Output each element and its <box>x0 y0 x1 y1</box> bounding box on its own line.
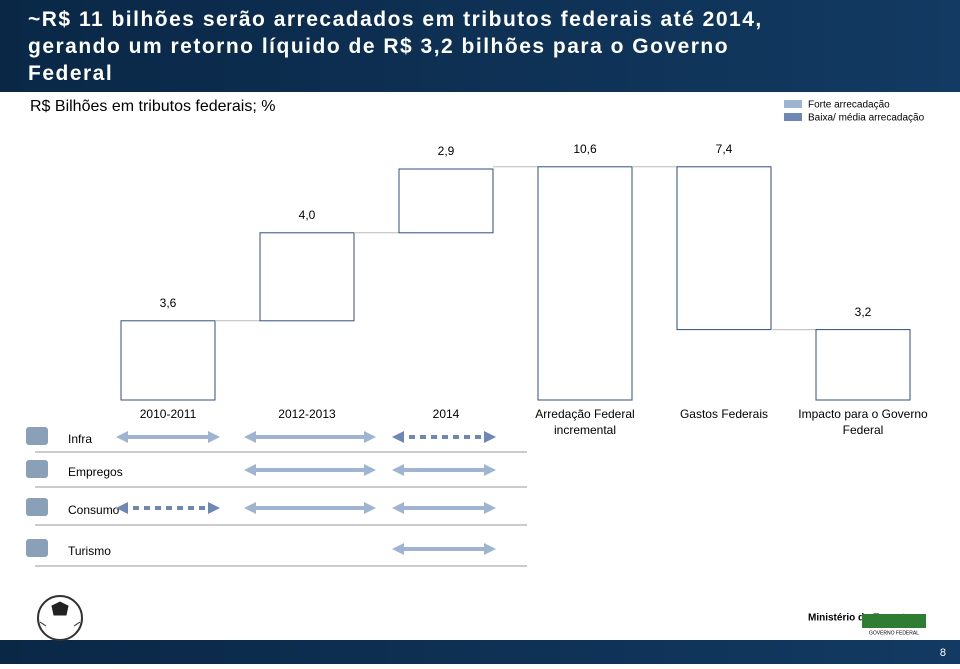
value-label: 3,2 <box>855 305 872 319</box>
category-label: 2010-2011 <box>139 407 197 421</box>
brand-logo <box>862 614 926 628</box>
category-label: Arredação Federal incremental <box>535 407 635 437</box>
ball-pattern <box>39 601 81 627</box>
value-label: 2,9 <box>438 144 455 158</box>
category-label-box: Impacto para o Governo Federal <box>798 407 928 437</box>
category-label: Impacto para o Governo Federal <box>798 407 928 437</box>
row-icon <box>26 498 48 516</box>
legend-swatch <box>784 113 802 121</box>
category-label: 2012-2013 <box>278 407 336 421</box>
category-label-box: Gastos Federais <box>679 407 769 421</box>
category-label-box: 2010-2011 <box>139 407 197 421</box>
row-label: Infra <box>68 432 92 446</box>
category-label: 2014 <box>432 407 460 421</box>
row-icon <box>26 427 48 445</box>
row-icon <box>26 460 48 478</box>
ball-icon <box>37 595 83 641</box>
title-box: ~R$ 11 bilhões serão arrecadados em trib… <box>28 8 763 85</box>
category-label-box: Arredação Federal incremental <box>535 407 635 437</box>
row-icon <box>26 539 48 557</box>
legend-label: Forte arrecadação <box>808 100 890 111</box>
title: ~R$ 11 bilhões serão arrecadados em trib… <box>28 8 763 85</box>
title-bar <box>0 0 960 92</box>
bar <box>120 320 216 401</box>
legend-swatch <box>784 100 802 108</box>
value-label: 7,4 <box>716 142 733 156</box>
bar <box>676 166 772 331</box>
bar <box>815 329 911 401</box>
category-label-box: 2012-2013 <box>278 407 336 421</box>
bar <box>537 166 633 401</box>
legend-label: Baixa/ média arrecadação <box>808 113 925 124</box>
government-logo: GOVERNO FEDERAL <box>869 630 919 636</box>
page-number: 8 <box>940 647 946 659</box>
bar <box>259 232 355 322</box>
category-label-box: 2014 <box>432 407 460 421</box>
bar <box>398 168 494 234</box>
value-label: 3,6 <box>160 296 177 310</box>
row-label: Turismo <box>68 544 111 558</box>
subtitle: R$ Bilhões em tributos federais; % <box>30 98 275 115</box>
footer-bar <box>0 640 960 664</box>
value-label: 4,0 <box>299 208 316 222</box>
category-label: Gastos Federais <box>679 407 769 421</box>
ministry-logo: Ministério do Esporte <box>808 613 911 624</box>
row-label: Empregos <box>68 465 123 479</box>
value-label: 10,6 <box>573 142 597 156</box>
row-label: Consumo <box>68 503 120 517</box>
